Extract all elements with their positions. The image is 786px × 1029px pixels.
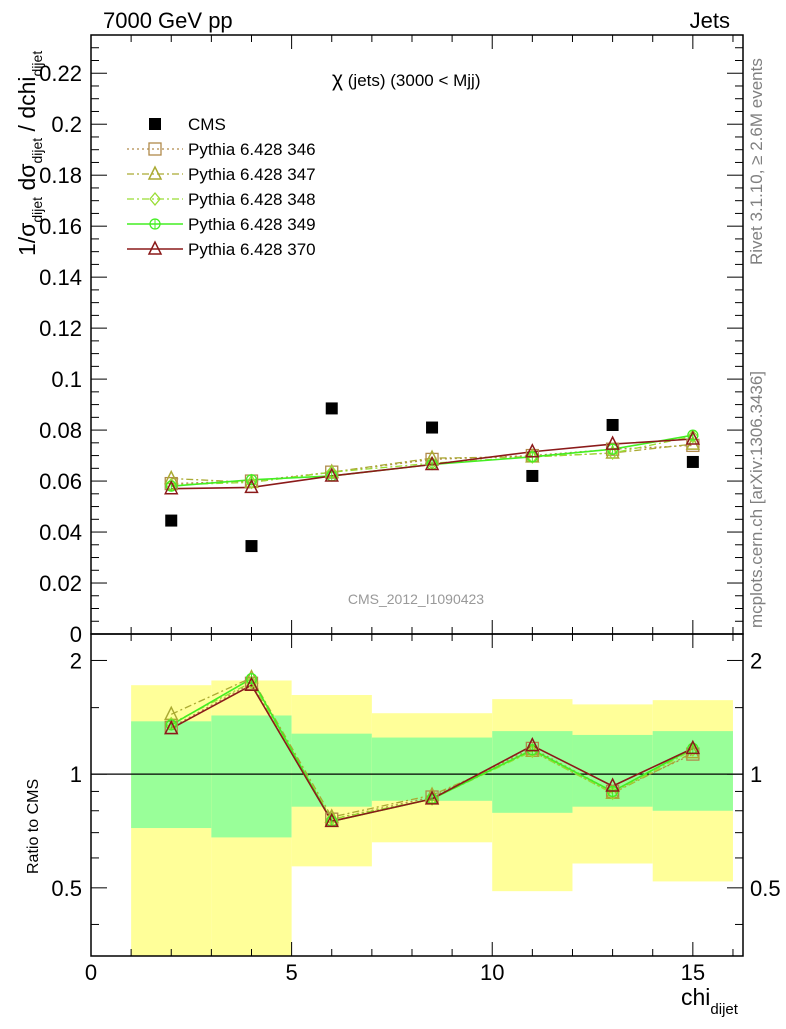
legend-marker-0 — [149, 118, 161, 130]
legend-label-1: Pythia 6.428 346 — [188, 140, 316, 159]
mcplots-note: mcplots.cern.ch [arXiv:1306.3436] — [747, 371, 766, 628]
legend-label-4: Pythia 6.428 349 — [188, 215, 316, 234]
ratio-band-green — [211, 715, 292, 838]
y-axis-label-ratio: Ratio to CMS — [25, 779, 42, 874]
series-5-ratio-point — [685, 739, 701, 755]
ratio-tick-label-right: 1 — [750, 762, 762, 787]
y-tick-label: 0.12 — [39, 316, 82, 341]
x-tick-label: 10 — [480, 960, 504, 985]
y-tick-label: 0.02 — [39, 571, 82, 596]
series-5-ratio-point — [525, 736, 540, 752]
legend-marker-2 — [147, 165, 163, 180]
rivet-version-note: Rivet 3.1.10, ≥ 2.6M events — [747, 58, 766, 265]
ratio-tick-label-left: 1 — [70, 762, 82, 787]
analysis-watermark: CMS_2012_I1090423 — [348, 591, 484, 607]
y-tick-label: 0.16 — [39, 214, 82, 239]
series-5-main-point — [424, 455, 440, 471]
x-tick-label: 15 — [681, 960, 705, 985]
series-0-main-point — [245, 540, 258, 553]
series-0-main-point — [606, 418, 619, 431]
series-3-main-point — [245, 475, 258, 490]
series-0-main-point — [426, 421, 439, 434]
y-label-sub-1: dijet — [29, 197, 45, 223]
ratio-tick-label-right: 0.5 — [750, 876, 781, 901]
legend: CMS Pythia 6.428 346 Pythia 6.428 347 Pythi… — [127, 115, 316, 259]
y-tick-label: 0.2 — [51, 112, 82, 137]
y-tick-label: 0 — [70, 622, 82, 647]
axis-tick-labels: 0 5 10 15 0 0.02 0.04 0.06 0.08 0.1 0.12 0.14 0.16 0.… — [39, 61, 780, 985]
series-5-ratio-point — [424, 790, 440, 805]
series-5-main-point — [324, 467, 339, 482]
header-left: 7000 GeV pp — [103, 8, 233, 33]
legend-label-0: CMS — [188, 115, 226, 134]
series-3-main-point — [687, 429, 699, 444]
y-label-part-3: / dchi — [14, 76, 40, 137]
ratio-tick-label-left: 2 — [70, 648, 82, 673]
y-tick-label: 0.04 — [39, 520, 82, 545]
series-3-main-point — [526, 449, 539, 464]
y-tick-label: 0.08 — [39, 418, 82, 443]
y-tick-label: 0.22 — [39, 61, 82, 86]
x-tick-label: 5 — [285, 960, 297, 985]
x-axis-label: chidijet — [681, 984, 739, 1018]
legend-marker-4 — [149, 218, 161, 230]
plot-title-text: (jets) (3000 < Mjj) — [343, 71, 480, 90]
series-5-main-point — [685, 430, 701, 445]
y-label-part-2: dσ — [14, 164, 40, 197]
series-5-ratio-point — [164, 719, 179, 735]
y-tick-label: 0.1 — [51, 367, 82, 392]
x-label-main: chi — [681, 984, 710, 1010]
plot-title-chi: χ — [332, 68, 343, 91]
plot-frames — [90, 34, 744, 957]
series-0-main-point — [325, 402, 338, 415]
series-5-ratio-point — [605, 777, 620, 792]
y-label-sub-3: dijet — [29, 51, 45, 77]
y-label-sub-2: dijet — [29, 138, 45, 164]
series-0-main-point — [165, 514, 178, 527]
series-5-main-point — [525, 443, 540, 458]
series-2-main-point — [685, 435, 701, 450]
series-3-ratio-point — [245, 675, 258, 690]
series-0-main-point — [686, 455, 699, 468]
ratio-plot-frame — [90, 633, 744, 957]
x-tick-label: 0 — [85, 960, 97, 985]
y-tick-label: 0.06 — [39, 469, 82, 494]
series-5-main-point — [164, 480, 179, 495]
series-5-ratio-point — [244, 676, 259, 691]
plot-title: χ (jets) (3000 < Mjj) — [332, 68, 480, 91]
series-5-ratio-point — [324, 812, 339, 828]
legend-label-2: Pythia 6.428 347 — [188, 165, 316, 184]
series-5-main-point — [605, 435, 620, 450]
header-right: Jets — [690, 8, 730, 33]
series-5-main-point — [244, 478, 259, 494]
legend-label-5: Pythia 6.428 370 — [188, 240, 316, 259]
legend-marker-5 — [147, 240, 163, 255]
legend-marker-1 — [148, 142, 162, 156]
legend-label-3: Pythia 6.428 348 — [188, 190, 316, 209]
axis-ticks — [90, 34, 743, 956]
ratio-uncertainty-bands — [91, 680, 743, 956]
y-tick-label: 0.14 — [39, 265, 82, 290]
series-3-ratio-point — [526, 744, 539, 759]
ratio-tick-label-left: 0.5 — [51, 876, 82, 901]
series-markers — [164, 402, 701, 828]
series-0-main-point — [526, 469, 539, 482]
y-axis-label-main: 1/σdijet dσdijet / dchidijet — [14, 51, 45, 256]
ratio-tick-label-right: 2 — [750, 648, 762, 673]
series-3-main-point — [606, 446, 619, 461]
y-label-part-1: 1/σ — [14, 223, 40, 256]
legend-marker-3 — [149, 191, 161, 207]
x-label-sub: dijet — [710, 1001, 738, 1018]
y-tick-label: 0.18 — [39, 163, 82, 188]
